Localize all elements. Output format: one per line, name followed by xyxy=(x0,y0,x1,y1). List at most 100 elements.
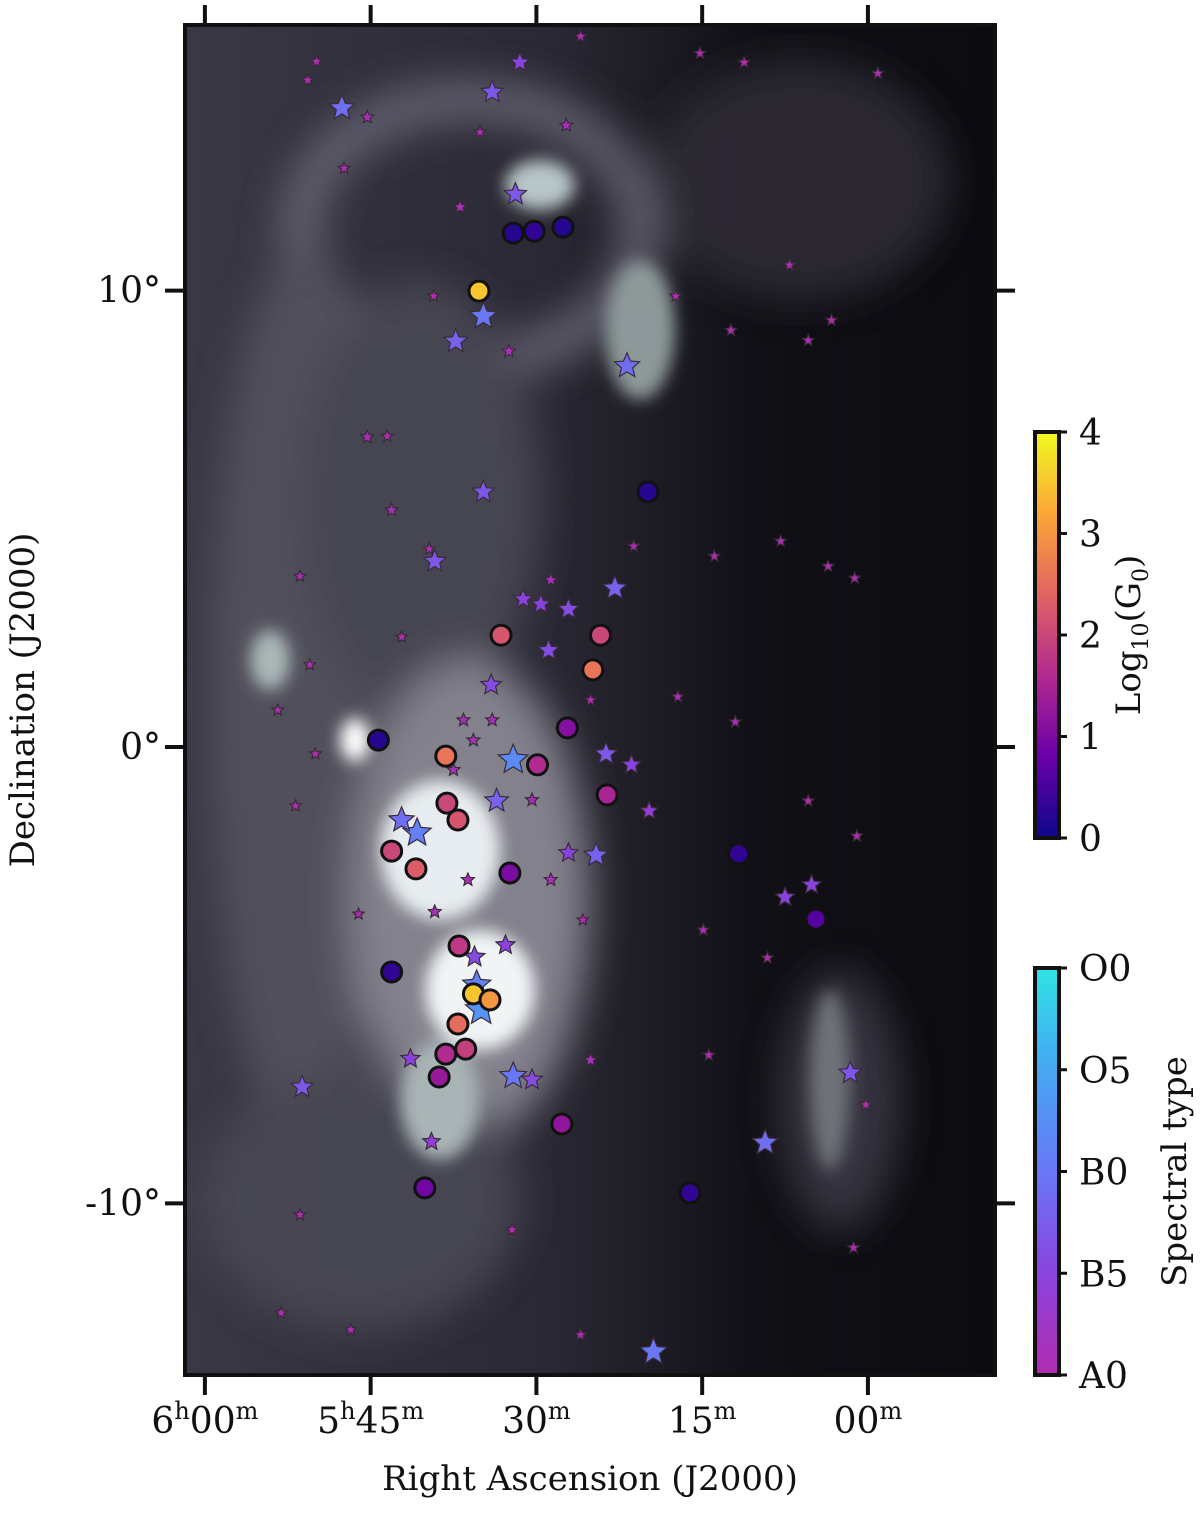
circle-marker xyxy=(404,857,428,881)
star-marker xyxy=(292,1207,308,1221)
x-tick-label: 6h00m xyxy=(151,1397,258,1442)
star-marker xyxy=(751,1127,780,1155)
star-marker xyxy=(849,828,865,843)
star-marker xyxy=(494,933,517,955)
circle-marker xyxy=(427,1065,451,1089)
circle-marker xyxy=(498,861,522,885)
star-marker xyxy=(668,288,683,303)
circle-marker xyxy=(380,839,404,863)
circle-marker xyxy=(581,658,605,682)
star-marker xyxy=(459,871,476,887)
star-marker xyxy=(383,501,400,517)
star-marker xyxy=(520,1067,544,1090)
star-marker xyxy=(504,1222,520,1236)
star-marker xyxy=(309,53,324,68)
star-marker xyxy=(394,629,409,644)
star-marker xyxy=(760,950,775,964)
colorbar-tick-label: O5 xyxy=(1079,1051,1131,1092)
star-marker xyxy=(542,871,559,887)
star-marker xyxy=(782,257,797,272)
star-marker xyxy=(870,65,886,80)
star-marker xyxy=(593,740,619,765)
star-marker xyxy=(484,711,501,727)
circle-marker xyxy=(727,842,751,866)
star-marker xyxy=(351,906,366,921)
star-marker xyxy=(479,78,505,103)
star-marker xyxy=(379,428,395,443)
star-marker xyxy=(800,793,816,807)
star-marker xyxy=(542,571,559,587)
star-marker xyxy=(529,592,552,614)
circle-marker xyxy=(434,1042,458,1066)
star-marker xyxy=(824,312,839,327)
circle-marker xyxy=(366,728,390,752)
star-marker xyxy=(847,570,862,585)
star-marker xyxy=(536,637,561,661)
circle-marker xyxy=(446,808,470,832)
circle-marker xyxy=(447,934,471,958)
colorbar-tick-label: 4 xyxy=(1079,413,1102,454)
star-marker xyxy=(498,1060,528,1089)
circle-marker xyxy=(595,783,619,807)
circle-marker xyxy=(588,623,612,647)
x-tick-label: 30m xyxy=(502,1397,571,1442)
colorbar-tick-label: B5 xyxy=(1079,1254,1128,1295)
star-marker xyxy=(701,1047,716,1062)
circle-marker xyxy=(454,1037,478,1061)
x-tick-label: 5h45m xyxy=(317,1397,424,1442)
star-marker xyxy=(273,1305,289,1320)
star-marker xyxy=(670,689,686,703)
star-marker xyxy=(289,1073,315,1098)
star-marker xyxy=(455,711,472,727)
y-tick-label: 10° xyxy=(97,271,161,312)
star-marker xyxy=(270,702,285,717)
star-marker xyxy=(442,327,469,353)
star-marker xyxy=(512,587,535,609)
circle-marker xyxy=(522,219,546,243)
circle-marker xyxy=(636,480,660,504)
colorbar-tick-label: B0 xyxy=(1079,1153,1128,1194)
circle-marker xyxy=(804,907,828,931)
star-marker xyxy=(583,692,598,707)
colorbar-tick-label: 3 xyxy=(1079,515,1102,556)
colorbar xyxy=(1033,430,1061,840)
star-marker xyxy=(479,672,503,695)
colorbar-tick-label: 2 xyxy=(1079,616,1102,657)
plot-frame xyxy=(183,23,997,1377)
star-marker xyxy=(302,657,318,671)
star-marker xyxy=(426,903,443,919)
star-marker xyxy=(468,300,499,329)
x-axis-label: Right Ascension (J2000) xyxy=(382,1459,798,1499)
star-marker xyxy=(736,54,752,69)
star-marker xyxy=(573,28,588,43)
star-marker xyxy=(336,160,352,175)
star-marker xyxy=(308,746,323,760)
star-marker xyxy=(626,538,641,553)
star-marker xyxy=(773,533,788,548)
star-marker xyxy=(327,93,356,120)
star-marker xyxy=(575,912,590,927)
star-marker xyxy=(292,568,308,583)
star-marker xyxy=(723,322,739,337)
star-marker xyxy=(573,1327,588,1341)
x-tick-label: 15m xyxy=(668,1397,737,1442)
star-marker xyxy=(558,117,575,133)
y-tick-label: -10° xyxy=(85,1183,161,1224)
star-marker xyxy=(557,841,580,863)
star-marker xyxy=(359,428,376,444)
circle-marker xyxy=(489,623,513,647)
star-marker xyxy=(502,181,528,205)
colorbar-tick-label: 1 xyxy=(1079,718,1102,759)
star-marker xyxy=(343,1322,358,1337)
star-marker xyxy=(613,351,642,378)
colorbar-tick-label: O0 xyxy=(1079,949,1131,990)
star-marker xyxy=(774,885,797,907)
star-marker xyxy=(696,922,711,937)
star-marker xyxy=(638,1336,669,1365)
star-marker xyxy=(837,1059,863,1084)
star-marker xyxy=(387,805,416,832)
star-marker xyxy=(800,873,823,895)
colorbar-label: Log10(G0) xyxy=(1109,555,1154,716)
